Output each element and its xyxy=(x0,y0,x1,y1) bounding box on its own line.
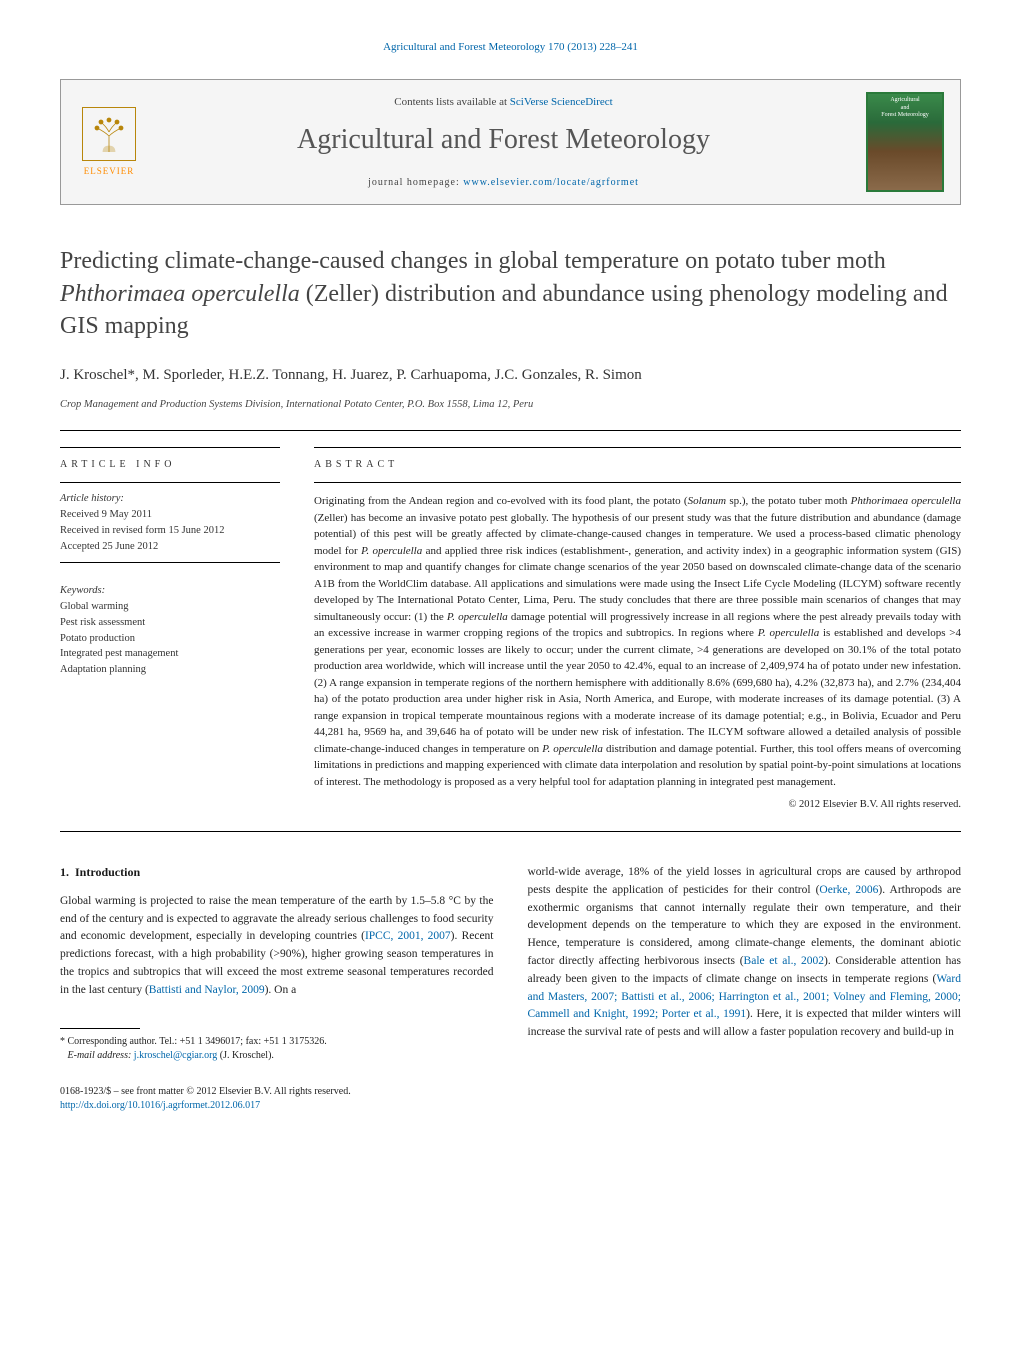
body-column-left: 1. Introduction Global warming is projec… xyxy=(60,864,494,1063)
ref-oerke[interactable]: Oerke, 2006 xyxy=(819,884,878,896)
journal-cover-thumb: Agricultural and Forest Meteorology xyxy=(866,92,944,192)
abstract-copyright: © 2012 Elsevier B.V. All rights reserved… xyxy=(314,798,961,813)
journal-homepage: journal homepage: www.elsevier.com/locat… xyxy=(157,176,850,190)
article-info-sidebar: article info Article history: Received 9… xyxy=(60,447,280,813)
ref-bale[interactable]: Bale et al., 2002 xyxy=(744,955,824,967)
section-heading-intro: 1. Introduction xyxy=(60,864,494,881)
affiliation: Crop Management and Production Systems D… xyxy=(60,398,961,413)
rule-top xyxy=(60,430,961,431)
keywords-block: Keywords: Global warming Pest risk asses… xyxy=(60,583,280,678)
article-info-label: article info xyxy=(60,458,280,472)
elsevier-label: ELSEVIER xyxy=(84,165,135,178)
abstract-column: abstract Originating from the Andean reg… xyxy=(314,447,961,813)
author-email-link[interactable]: j.kroschel@cgiar.org xyxy=(134,1050,217,1061)
intro-paragraph-right: world-wide average, 18% of the yield los… xyxy=(528,864,962,1042)
ref-ipcc[interactable]: IPCC, 2001, 2007 xyxy=(365,930,451,942)
journal-name: Agricultural and Forest Meteorology xyxy=(157,120,850,159)
article-history: Article history: Received 9 May 2011 Rec… xyxy=(60,491,280,554)
corresponding-author-footnote: * Corresponding author. Tel.: +51 1 3496… xyxy=(60,1035,494,1063)
abstract-text: Originating from the Andean region and c… xyxy=(314,493,961,790)
elsevier-tree-icon xyxy=(82,107,136,161)
sciencedirect-link[interactable]: SciVerse ScienceDirect xyxy=(510,96,613,108)
front-matter-line: 0168-1923/$ – see front matter © 2012 El… xyxy=(60,1085,961,1099)
running-citation: Agricultural and Forest Meteorology 170 … xyxy=(60,40,961,55)
doi-link[interactable]: http://dx.doi.org/10.1016/j.agrformet.20… xyxy=(60,1100,260,1111)
contents-available: Contents lists available at SciVerse Sci… xyxy=(157,95,850,110)
author-list: J. Kroschel*, M. Sporleder, H.E.Z. Tonna… xyxy=(60,365,961,386)
abstract-label: abstract xyxy=(314,458,961,472)
body-column-right: world-wide average, 18% of the yield los… xyxy=(528,864,962,1063)
masthead: ELSEVIER Contents lists available at Sci… xyxy=(60,79,961,205)
ref-battisti-naylor[interactable]: Battisti and Naylor, 2009 xyxy=(149,984,265,996)
intro-paragraph-left: Global warming is projected to raise the… xyxy=(60,893,494,1000)
footer-block: 0168-1923/$ – see front matter © 2012 El… xyxy=(60,1085,961,1113)
footnote-separator xyxy=(60,1028,140,1029)
publisher-logo: ELSEVIER xyxy=(77,102,141,182)
article-title: Predicting climate-change-caused changes… xyxy=(60,245,961,342)
homepage-link[interactable]: www.elsevier.com/locate/agrformet xyxy=(463,177,639,188)
rule-bottom xyxy=(60,831,961,832)
